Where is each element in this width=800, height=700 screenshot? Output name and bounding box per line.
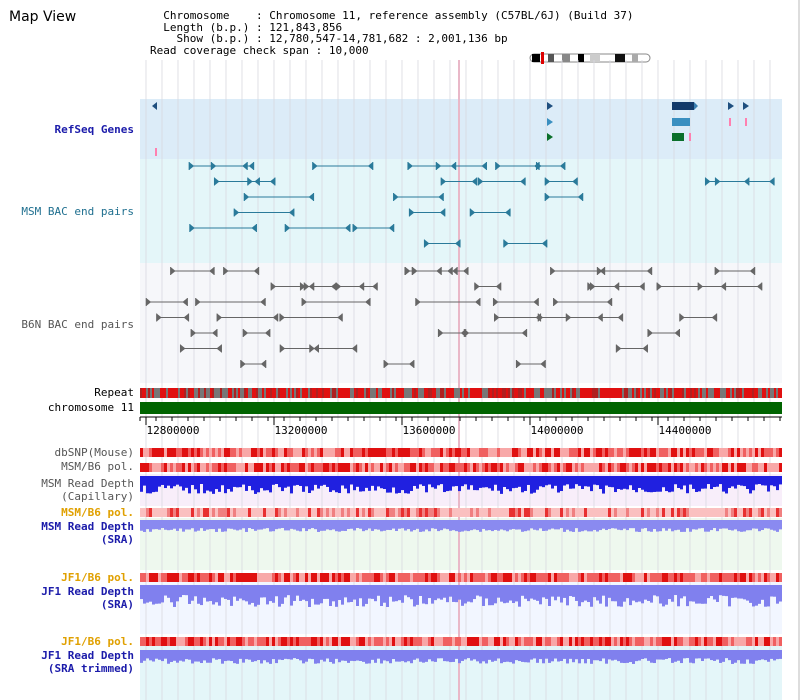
depth-tracks[interactable] [140, 476, 782, 664]
axis-tick-label: 12800000 [147, 424, 200, 437]
region-info: Chromosome : Chromosome 11, reference as… [150, 10, 633, 56]
label-msm-depth-capillary: MSM Read Depth (Capillary) [41, 477, 134, 503]
b6n-bac-track-bg [140, 263, 782, 383]
label-repeat: Repeat [94, 386, 134, 399]
b6n-bac-pairs[interactable] [145, 267, 763, 368]
label-chromosome: chromosome 11 [47, 401, 134, 414]
label-msm-depth-sra: MSM Read Depth (SRA) [41, 520, 134, 546]
axis-tick-label: 14000000 [531, 424, 584, 437]
chromosome-bar[interactable] [140, 402, 782, 414]
label-msm-bac: MSM BAC end pairs [21, 205, 134, 218]
axis-tick-label: 13600000 [403, 424, 456, 437]
label-msm-b6-pol-1: MSM/B6 pol. [61, 460, 134, 473]
label-msm-b6-pol-2: MSM/B6 pol. [61, 506, 134, 519]
label-jf1-b6-pol-2: JF1/B6 pol. [61, 635, 134, 648]
show-row: Show (b.p.) : 12,780,547-14,781,682 : 2,… [176, 32, 508, 45]
msm-bac-pairs[interactable] [188, 162, 775, 248]
length-row: Length (b.p.) : 121,843,856 [163, 20, 343, 34]
msm-bac-track-bg [140, 159, 782, 263]
chromosome-ideogram[interactable] [529, 52, 651, 64]
axis-tick-label: 14400000 [659, 424, 712, 437]
map-view-title: Map View [9, 9, 77, 25]
label-jf1-depth-trimmed: JF1 Read Depth (SRA trimmed) [41, 649, 134, 675]
coverage-row: Read coverage check span : 10,000 [150, 43, 369, 57]
chromosome-row: Chromosome : Chromosome 11, reference as… [163, 9, 634, 22]
label-refseq-genes: RefSeq Genes [54, 123, 134, 136]
position-axis: 12800000 13200000 13600000 14000000 14400000 [139, 416, 782, 437]
label-b6n-bac: B6N BAC end pairs [21, 318, 134, 331]
refseq-genes[interactable] [152, 102, 749, 156]
label-jf1-depth-sra: JF1 Read Depth (SRA) [41, 585, 134, 611]
label-dbsnp: dbSNP(Mouse) [54, 446, 134, 459]
heat-tracks[interactable] [140, 448, 782, 646]
repeat-bar[interactable] [140, 388, 782, 398]
axis-tick-label: 13200000 [275, 424, 328, 437]
label-jf1-b6-pol-1: JF1/B6 pol. [61, 571, 134, 584]
